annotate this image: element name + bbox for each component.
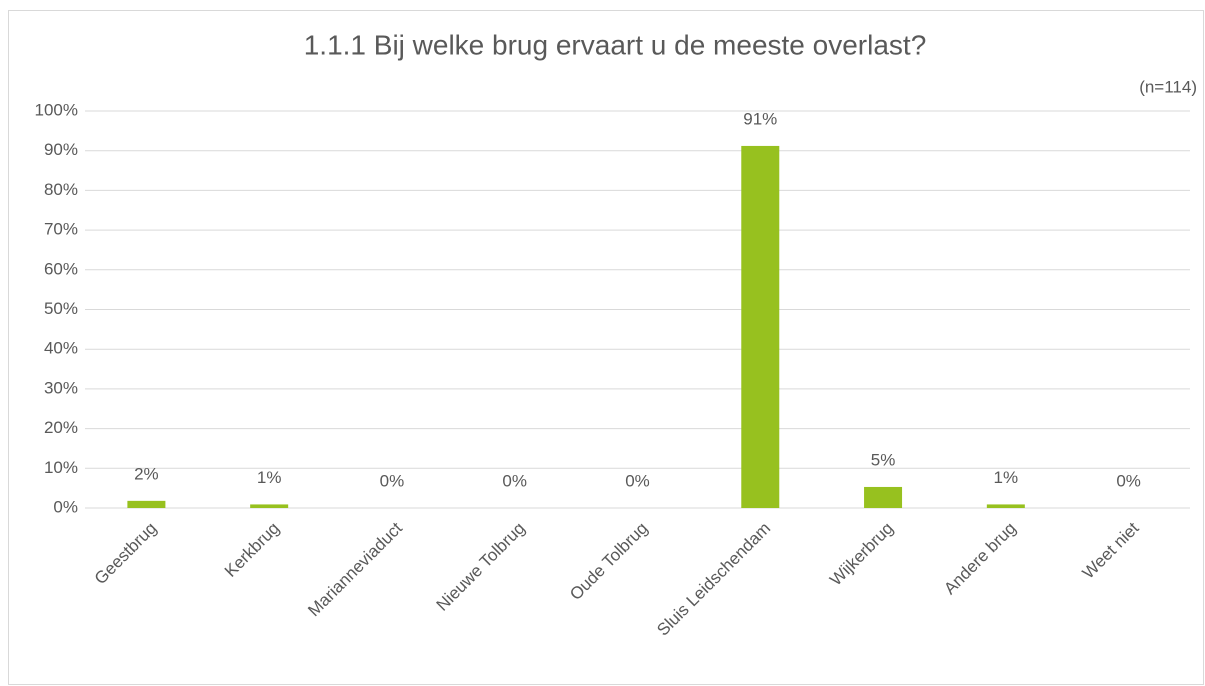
data-label: 5%: [871, 450, 896, 469]
y-tick-label: 60%: [44, 259, 78, 278]
chart-subtitle: (n=114): [1139, 77, 1197, 96]
data-label: 1%: [994, 468, 1019, 487]
data-label: 2%: [134, 464, 159, 483]
y-tick-label: 40%: [44, 339, 78, 358]
bar: [864, 486, 903, 508]
bar: [127, 500, 166, 508]
chart-frame: [8, 10, 1204, 685]
data-label: 91%: [743, 109, 777, 128]
data-label: 1%: [257, 468, 282, 487]
y-tick-label: 100%: [35, 100, 78, 119]
y-tick-label: 20%: [44, 418, 78, 437]
data-label: 0%: [1116, 471, 1141, 490]
y-tick-label: 70%: [44, 220, 78, 239]
y-tick-label: 50%: [44, 299, 78, 318]
y-tick-label: 10%: [44, 458, 78, 477]
bar: [250, 504, 289, 508]
data-label: 0%: [625, 471, 650, 490]
y-tick-label: 30%: [44, 378, 78, 397]
y-tick-label: 90%: [44, 140, 78, 159]
y-tick-label: 80%: [44, 180, 78, 199]
data-label: 0%: [502, 471, 527, 490]
y-tick-label: 0%: [53, 497, 78, 516]
bar: [986, 504, 1025, 508]
bar: [741, 145, 780, 508]
data-label: 0%: [380, 471, 405, 490]
chart-title: 1.1.1 Bij welke brug ervaart u de meeste…: [304, 29, 927, 60]
